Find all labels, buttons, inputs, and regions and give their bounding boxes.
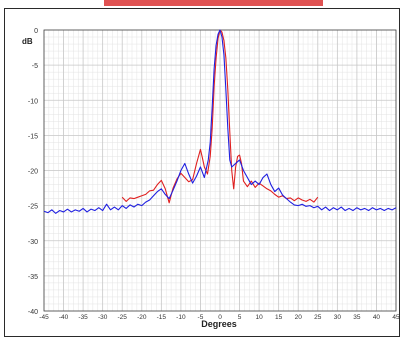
x-tick-label: 10 xyxy=(255,314,263,321)
x-tick-label: -15 xyxy=(157,314,167,321)
y-tick-label: 0 xyxy=(34,28,38,35)
x-tick-label: 35 xyxy=(353,314,361,321)
x-tick-label: 20 xyxy=(295,314,303,321)
y-tick-label: -35 xyxy=(28,274,38,281)
x-tick-label: 0 xyxy=(218,314,222,321)
y-tick-label: -40 xyxy=(28,309,38,316)
y-tick-label: -5 xyxy=(32,63,38,70)
x-tick-label: -5 xyxy=(198,314,204,321)
x-tick-label: -30 xyxy=(98,314,108,321)
x-tick-label: 5 xyxy=(238,314,242,321)
grid-layer xyxy=(43,29,397,312)
x-tick-label: 40 xyxy=(373,314,381,321)
x-tick-label: -25 xyxy=(118,314,128,321)
x-axis-label: Degrees xyxy=(201,319,237,329)
y-tick-label: -15 xyxy=(28,133,38,140)
y-tick-label: -30 xyxy=(28,239,38,246)
label-layer: dB Degrees 0-5-10-15-20-25-30-35-40-45 -4… xyxy=(22,28,400,329)
x-tick-label: -35 xyxy=(78,314,88,321)
series-layer xyxy=(43,29,397,214)
top-accent-bar xyxy=(104,0,323,6)
y-axis-label: dB xyxy=(22,37,33,46)
x-tick-label: 30 xyxy=(334,314,342,321)
x-tick-label: 45 xyxy=(392,314,400,321)
y-tick-label: -20 xyxy=(28,169,38,176)
x-tick-label: -20 xyxy=(137,314,147,321)
y-tick-label: -25 xyxy=(28,204,38,211)
x-tick-label: -45 xyxy=(39,314,49,321)
x-tick-label: 25 xyxy=(314,314,322,321)
y-tick-label: -10 xyxy=(28,98,38,105)
x-tick-label: -40 xyxy=(59,314,69,321)
x-tick-label: 15 xyxy=(275,314,283,321)
x-tick-label: -10 xyxy=(176,314,186,321)
series-line-red xyxy=(121,29,319,204)
series-line-blue xyxy=(43,29,397,214)
